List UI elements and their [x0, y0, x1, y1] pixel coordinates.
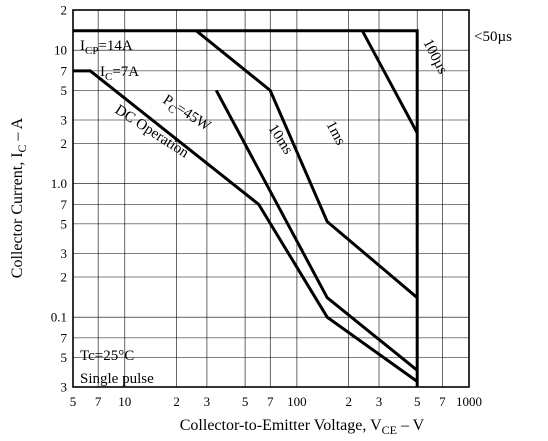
x-tick-label: 7 — [267, 394, 274, 409]
series-line-50-s — [73, 29, 419, 387]
y-axis-title: Collector Current, IC – A — [9, 117, 29, 278]
y-tick-label: 5 — [61, 350, 68, 365]
y-tick-label: 7 — [61, 63, 68, 78]
ic-label: IC=7A — [100, 64, 139, 83]
x-tick-label: 7 — [439, 394, 446, 409]
series-line-dc-operation — [73, 69, 419, 383]
y-tick-label: 2 — [61, 270, 68, 285]
x-tick-label: 5 — [242, 394, 249, 409]
x-axis-title: Collector-to-Emitter Voltage, VCE – V — [180, 417, 425, 437]
x-tick-label: 100 — [287, 394, 307, 409]
y-tick-label: 3 — [61, 246, 68, 261]
series-line-100-s — [360, 29, 419, 134]
x-tick-label: 3 — [204, 394, 211, 409]
x-tick-label: 3 — [376, 394, 383, 409]
y-tick-labels: 3 5 7 0.1 2 3 5 7 1.0 2 3 5 7 10 2 — [51, 3, 68, 395]
y-tick-label: 10 — [54, 43, 67, 58]
y-tick-label: 0.1 — [51, 310, 67, 325]
y-tick-label: 5 — [61, 216, 68, 231]
x-tick-label: 5 — [414, 394, 421, 409]
x-tick-label: 2 — [173, 394, 180, 409]
series-line-10ms — [214, 89, 419, 372]
series-layer — [73, 29, 419, 387]
y-tick-label: 7 — [61, 197, 68, 212]
x-tick-label: 5 — [70, 394, 77, 409]
fifty-us-label: <50µs — [474, 29, 512, 45]
x-tick-label: 1000 — [456, 394, 482, 409]
series-line-1ms — [195, 29, 419, 299]
tc-label: Tc=25°C — [80, 348, 134, 364]
y-tick-label: 2 — [61, 136, 68, 151]
x-tick-label: 7 — [95, 394, 102, 409]
y-tick-label: 1.0 — [51, 176, 67, 191]
grid — [73, 10, 469, 387]
y-tick-label: 2 — [61, 3, 68, 18]
x-tick-label: 10 — [118, 394, 131, 409]
y-tick-label: 5 — [61, 83, 68, 98]
x-tick-labels: 5 7 10 2 3 5 7 100 2 3 5 7 1000 — [70, 394, 482, 409]
y-tick-label: 7 — [61, 330, 68, 345]
single-pulse-label: Single pulse — [80, 371, 154, 387]
y-tick-label: 3 — [61, 380, 68, 395]
x-tick-label: 2 — [345, 394, 352, 409]
y-tick-label: 3 — [61, 112, 68, 127]
icp-label: ICP=14A — [80, 38, 133, 57]
plot-frame — [72, 9, 470, 388]
